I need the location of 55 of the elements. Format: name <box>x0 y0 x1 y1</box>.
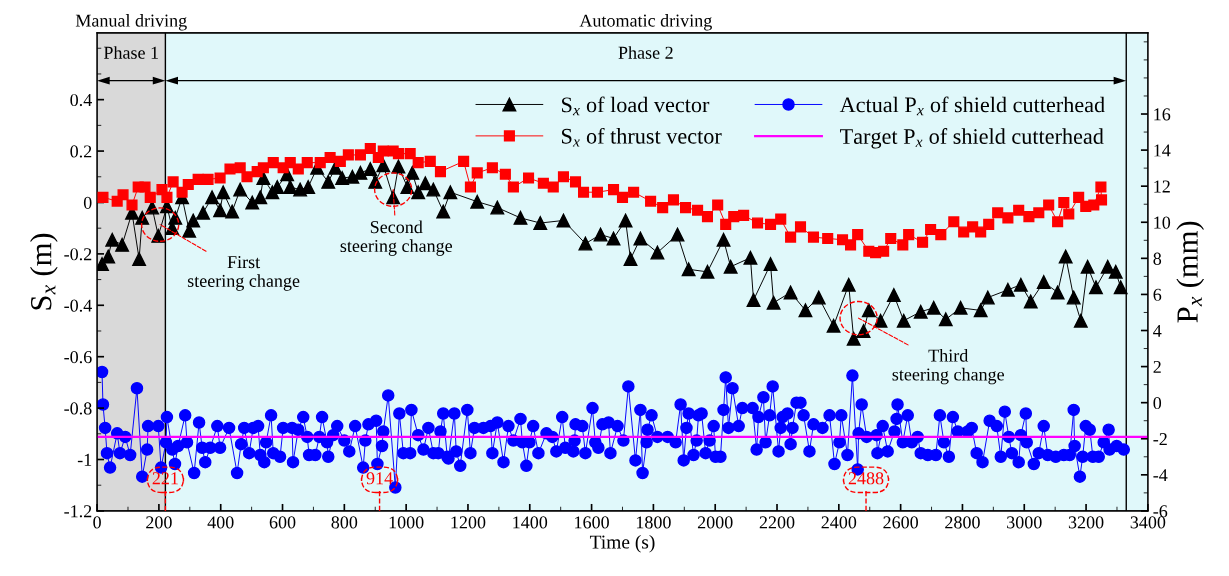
x-tick-label: 2000 <box>697 516 733 529</box>
x-tick-label: 1400 <box>513 516 548 529</box>
legend-label: S$_{x}$ of load vector <box>561 96 710 116</box>
annotation: Third steering change <box>892 348 1004 385</box>
x-tick-label: 2200 <box>759 516 795 529</box>
y-tick-label: -1 <box>77 453 92 466</box>
y-tick-label: 0.4 <box>70 93 92 107</box>
y-tick-label: 0 <box>83 196 92 209</box>
annotation: First steering change <box>187 255 300 291</box>
y2-tick-label: -2 <box>1153 433 1167 446</box>
x-tick-label: 2800 <box>945 516 980 529</box>
y-tick-label: -0.6 <box>64 350 92 364</box>
y2-tick-label: 4 <box>1153 324 1162 337</box>
y-tick-label: -0.4 <box>64 299 92 312</box>
x-tick-label: 400 <box>207 516 234 529</box>
y-axis-title: S$_{x}$ (m) <box>29 233 58 310</box>
legend-label: Target P$_{x}$ of shield cutterhead <box>840 128 1104 149</box>
text: Manual driving <box>75 14 187 31</box>
ref-line-label: 914 <box>366 472 393 485</box>
x-tick-label: 0 <box>93 516 101 529</box>
y2-axis-title: P$_{x}$ (mm) <box>1176 221 1205 323</box>
x-tick-label: 3400 <box>1130 516 1166 529</box>
band-label: Phase 2 <box>618 46 673 59</box>
y2-tick-label: -6 <box>1153 505 1168 518</box>
x-tick-label: 1200 <box>451 516 486 529</box>
y2-tick-label: 6 <box>1153 288 1162 301</box>
x-tick-label: 1000 <box>389 516 424 529</box>
y-tick-label: -0.8 <box>64 402 92 415</box>
band-label: Phase 1 <box>103 46 158 59</box>
y2-tick-label: 2 <box>1153 360 1161 373</box>
y-tick-label: -0.2 <box>64 248 92 261</box>
x-axis-title: Time (s) <box>589 534 655 553</box>
y2-tick-label: 8 <box>1153 252 1162 265</box>
x-tick-label: 1800 <box>636 516 671 529</box>
legend-label: Actual P$_{x}$ of shield cutterhead <box>839 96 1105 116</box>
y-tick-label: -1.2 <box>64 505 92 518</box>
text: Automatic driving <box>579 14 712 31</box>
x-tick-label: 200 <box>146 516 172 529</box>
y2-tick-label: 16 <box>1154 108 1171 121</box>
annotation: Second steering change <box>340 220 453 256</box>
x-tick-label: 2400 <box>821 516 857 529</box>
y2-tick-label: 14 <box>1154 144 1171 157</box>
y2-tick-label: 12 <box>1154 180 1170 193</box>
x-tick-label: 600 <box>269 516 296 529</box>
y2-tick-label: 0 <box>1153 396 1162 410</box>
x-tick-label: 3200 <box>1068 516 1104 529</box>
ref-line-label: 2488 <box>848 472 884 485</box>
y2-tick-label: -4 <box>1153 469 1168 482</box>
x-tick-label: 1600 <box>575 516 609 529</box>
y2-tick-label: 10 <box>1154 216 1171 229</box>
legend-label: S$_{x}$ of thrust vector <box>561 127 722 147</box>
x-tick-label: 2600 <box>883 516 919 529</box>
x-tick-label: 3000 <box>1007 516 1042 529</box>
x-tick-label: 800 <box>331 516 358 529</box>
y-tick-label: 0.2 <box>70 145 92 158</box>
